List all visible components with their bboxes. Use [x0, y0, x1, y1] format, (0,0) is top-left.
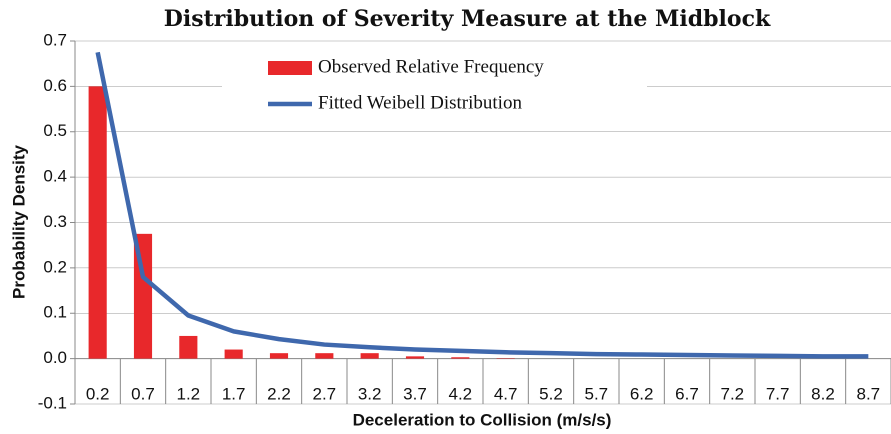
x-tick-label: 2.2 — [267, 384, 291, 403]
bar — [224, 349, 243, 359]
y-tick-label: 0.6 — [43, 76, 67, 95]
x-tick-label: 6.2 — [630, 384, 654, 403]
x-tick-label: 3.2 — [358, 384, 382, 403]
x-tick-label: 0.2 — [86, 384, 110, 403]
y-tick-label: 0.3 — [43, 212, 67, 231]
legend-label: Observed Relative Frequency — [318, 56, 544, 77]
x-tick-label: 8.2 — [811, 384, 835, 403]
y-tick-label: 0.4 — [43, 167, 67, 186]
x-tick-label: 7.2 — [721, 384, 745, 403]
y-tick-label: -0.1 — [38, 393, 67, 412]
x-tick-label: 2.7 — [313, 384, 337, 403]
bar — [405, 356, 425, 359]
y-tick-label: 0.1 — [43, 303, 67, 322]
x-tick-label: 0.7 — [131, 384, 155, 403]
x-tick-label: 4.2 — [449, 384, 473, 403]
x-tick-label: 6.7 — [675, 384, 699, 403]
line — [95, 51, 869, 359]
y-tick-label: 0.5 — [43, 121, 67, 140]
x-tick-label: 8.7 — [857, 384, 881, 403]
bar — [315, 353, 334, 359]
x-tick-label: 5.7 — [585, 384, 609, 403]
y-tick-label: 0.7 — [43, 30, 67, 49]
bar — [179, 335, 198, 359]
x-axis-label: Deceleration to Collision (m/s/s) — [353, 410, 612, 429]
y-tick-label: 0.2 — [43, 257, 67, 276]
y-axis-label: Probability Density — [9, 144, 28, 299]
legend-label: Fitted Weibell Distribution — [318, 92, 522, 113]
bar — [88, 86, 107, 359]
bar — [451, 357, 470, 359]
legend-swatch — [268, 61, 312, 75]
x-tick-label: 5.2 — [539, 384, 563, 403]
bar — [269, 353, 289, 359]
x-tick-label: 1.2 — [177, 384, 201, 403]
chart-title: Distribution of Severity Measure at the … — [164, 6, 771, 32]
y-tick-label: 0.0 — [43, 348, 67, 367]
x-tick-label: 4.7 — [494, 384, 518, 403]
x-tick-label: 1.7 — [222, 384, 246, 403]
bar — [360, 353, 379, 359]
x-tick-label: 7.7 — [766, 384, 790, 403]
x-tick-label: 3.7 — [403, 384, 427, 403]
